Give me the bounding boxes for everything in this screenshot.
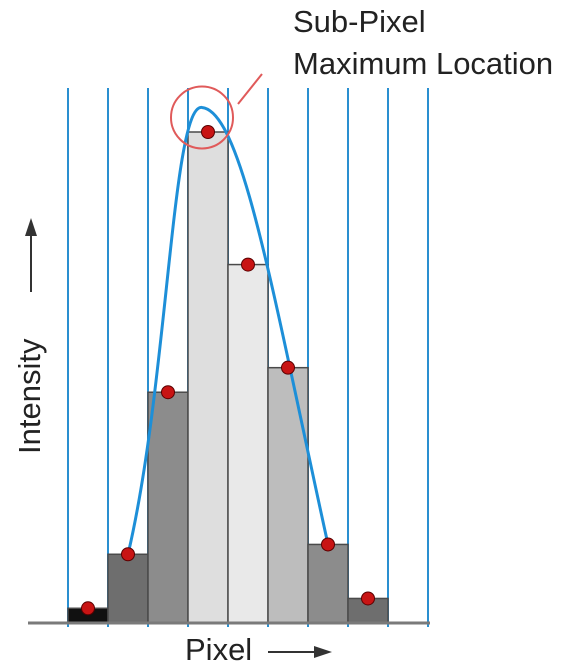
- x-axis-arrow-icon: [268, 646, 332, 658]
- y-axis-arrow-icon: [25, 218, 37, 292]
- intensity-markers: [81, 125, 375, 616]
- intensity-marker: [361, 591, 375, 606]
- annotation-leader-line: [237, 73, 263, 105]
- intensity-marker: [161, 385, 175, 400]
- y-axis-label-group: Intensity: [12, 338, 47, 454]
- pixel-bar: [147, 391, 189, 624]
- highlight-layer: [170, 73, 263, 150]
- pixel-bars: [67, 131, 389, 624]
- intensity-marker: [121, 547, 135, 562]
- annotation-line-2: Maximum Location: [293, 46, 553, 81]
- sub-pixel-maximum-circle: [170, 85, 234, 150]
- pixel-bar: [307, 543, 349, 624]
- intensity-marker: [81, 601, 95, 616]
- pixel-bar: [187, 131, 229, 624]
- intensity-marker: [241, 257, 255, 272]
- x-axis-label: Pixel: [185, 632, 252, 667]
- pixel-bar: [347, 597, 389, 624]
- gaussian-fit-layer: [126, 105, 330, 555]
- pixel-bar: [267, 366, 309, 624]
- pixel-bar: [227, 263, 269, 624]
- gaussian-fit-curve: [126, 105, 330, 555]
- y-axis-label: Intensity: [12, 338, 47, 454]
- intensity-marker: [321, 537, 335, 552]
- intensity-marker: [201, 125, 215, 139]
- intensity-marker: [281, 360, 295, 375]
- pixel-bar: [107, 553, 149, 624]
- annotation-line-1: Sub-Pixel: [293, 4, 426, 39]
